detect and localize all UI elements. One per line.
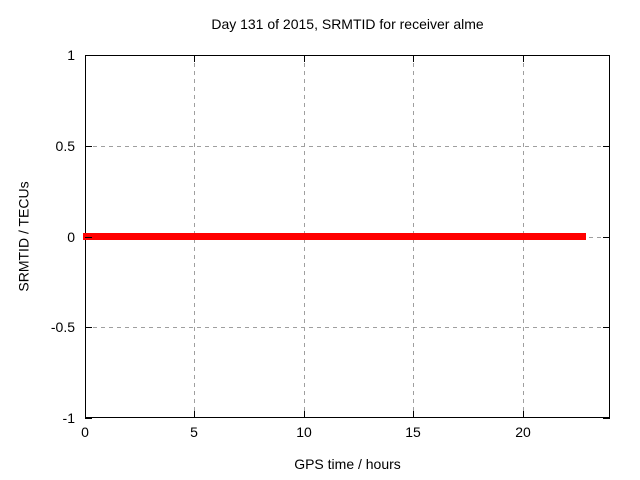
y-tick-label: 0.5 <box>55 138 75 154</box>
x-tick-top <box>523 55 524 62</box>
y-tick-left <box>85 418 92 419</box>
y-tick-label: 0 <box>67 229 75 245</box>
x-tick-bottom <box>413 411 414 418</box>
x-tick-bottom <box>523 411 524 418</box>
y-tick-left <box>85 327 92 328</box>
x-tick-bottom <box>85 411 86 418</box>
y-tick-label: 1 <box>67 47 75 63</box>
x-tick-top <box>413 55 414 62</box>
x-tick-label: 15 <box>405 424 421 440</box>
x-axis-title: GPS time / hours <box>294 456 401 472</box>
x-tick-top <box>194 55 195 62</box>
y-tick-right <box>603 55 610 56</box>
y-tick-label: -1 <box>62 410 75 426</box>
series-line-srmtid <box>83 233 586 240</box>
x-tick-top <box>85 55 86 62</box>
chart-title: Day 131 of 2015, SRMTID for receiver alm… <box>211 16 484 32</box>
x-tick-bottom <box>194 411 195 418</box>
y-tick-right <box>603 146 610 147</box>
x-tick-label: 20 <box>515 424 531 440</box>
y-tick-right <box>603 237 610 238</box>
x-tick-label: 10 <box>296 424 312 440</box>
x-tick-label: 0 <box>81 424 89 440</box>
x-tick-bottom <box>304 411 305 418</box>
y-tick-right <box>603 327 610 328</box>
x-tick-label: 5 <box>190 424 198 440</box>
y-tick-right <box>603 418 610 419</box>
y-tick-left <box>85 146 92 147</box>
y-axis-title: SRMTID / TECUs <box>15 181 32 292</box>
y-tick-label: -0.5 <box>50 319 75 335</box>
y-tick-left <box>85 55 92 56</box>
y-tick-left <box>85 237 92 238</box>
y-gridline <box>85 327 610 328</box>
x-tick-top <box>304 55 305 62</box>
y-gridline <box>85 146 610 147</box>
